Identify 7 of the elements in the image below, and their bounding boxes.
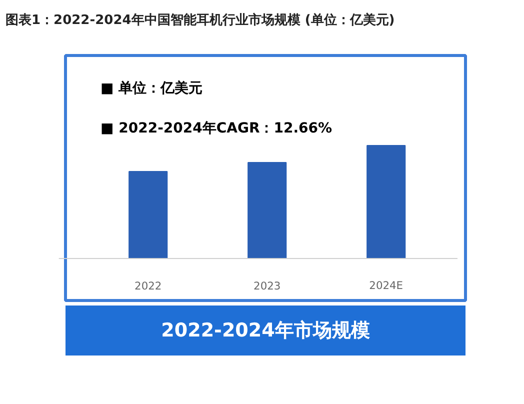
x-tick-label: 2024E bbox=[369, 279, 404, 292]
text: ■ 单位：亿美元 bbox=[100, 80, 203, 96]
chart-title: 图表1：2022-2024年中国智能耳机行业市场规模 (单位：亿美元) bbox=[6, 12, 395, 28]
x-tick-label: 2022 bbox=[134, 280, 162, 292]
text: 2022-2024年市场规模 bbox=[161, 320, 370, 342]
text: ■ 2022-2024年CAGR：12.66% bbox=[100, 120, 332, 136]
x-tick-label: 2023 bbox=[254, 280, 281, 292]
